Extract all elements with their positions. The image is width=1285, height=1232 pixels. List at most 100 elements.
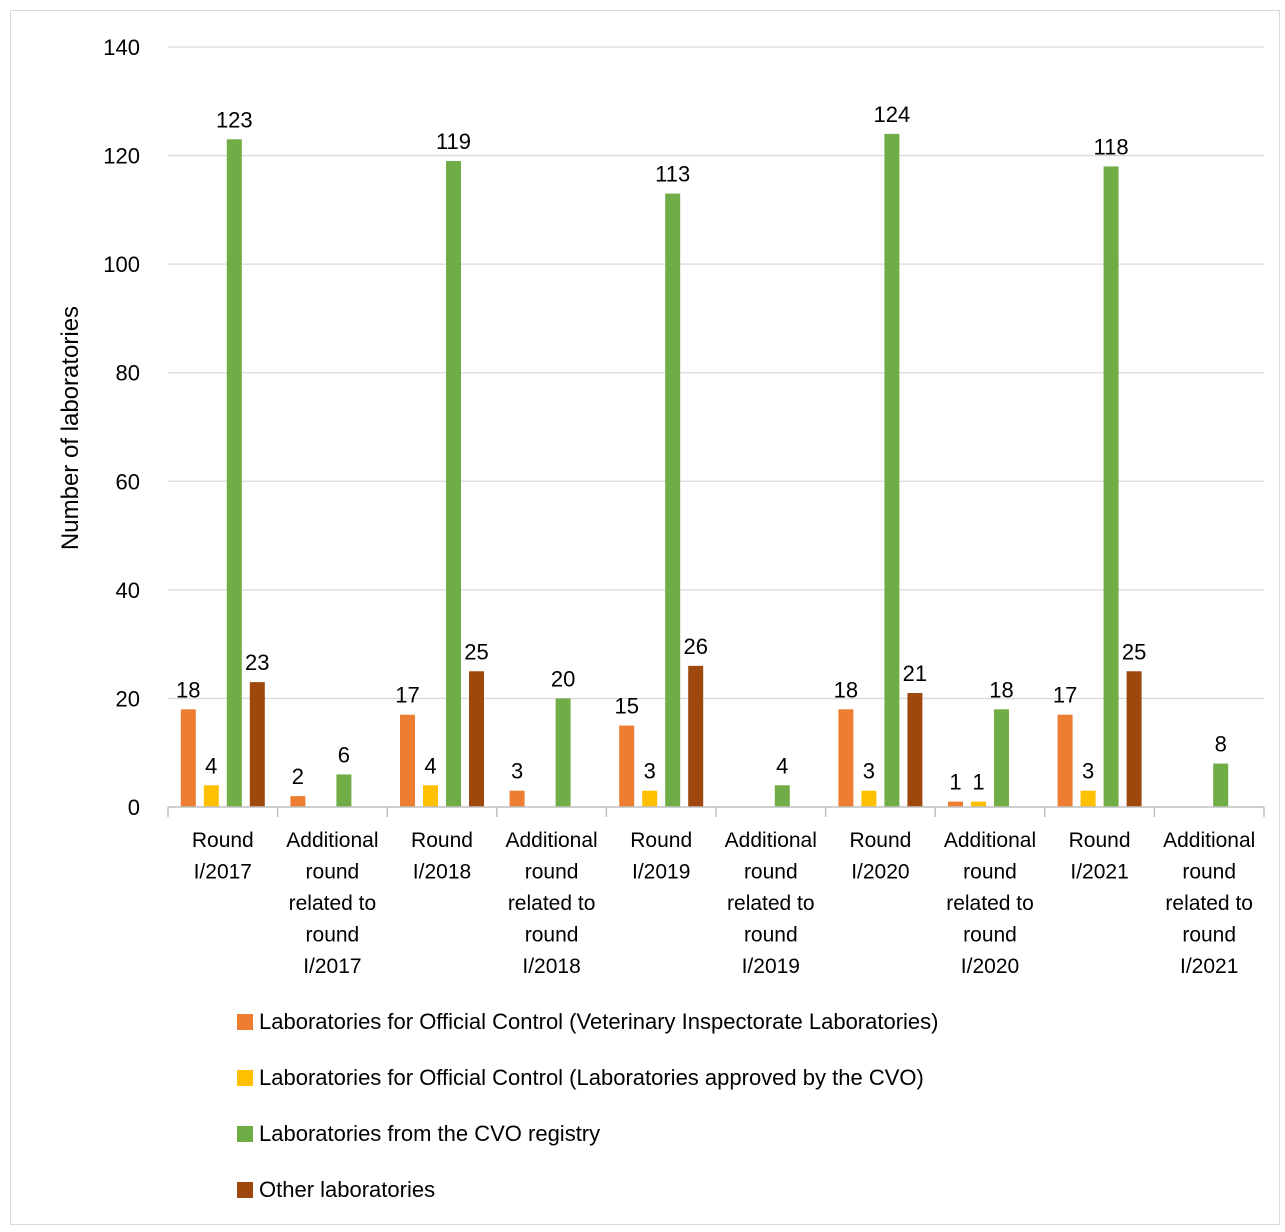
- data-label: 26: [683, 634, 707, 659]
- legend-label: Laboratories for Official Control (Veter…: [259, 1009, 939, 1034]
- category-label: round: [306, 861, 360, 884]
- bar: [1080, 790, 1096, 807]
- data-label: 119: [436, 129, 471, 154]
- legend-swatch: [237, 1014, 253, 1030]
- category-label: round: [525, 861, 579, 884]
- category-label: I/2020: [851, 861, 909, 884]
- category-label: I/2019: [742, 955, 800, 978]
- category-label: Additional: [505, 829, 597, 852]
- bar: [1126, 671, 1142, 807]
- bar: [861, 790, 877, 807]
- category-label: round: [963, 861, 1017, 884]
- bar: [971, 801, 986, 807]
- data-label: 8: [1215, 732, 1227, 757]
- y-axis-label: Number of laboratories: [57, 306, 84, 550]
- category-label: Round: [849, 829, 911, 852]
- category-label: round: [1182, 924, 1236, 947]
- y-tick-label: 40: [116, 578, 140, 603]
- data-label: 4: [424, 753, 436, 778]
- bar: [838, 709, 854, 807]
- category-label: I/2021: [1070, 861, 1128, 884]
- legend-swatch: [237, 1070, 253, 1086]
- bar: [1213, 763, 1229, 807]
- category-label: round: [744, 861, 798, 884]
- bar: [774, 785, 790, 807]
- category-labels: Round I/2017 Additional round related to roun…: [192, 829, 1255, 978]
- bar: [290, 796, 306, 807]
- data-label: 3: [1082, 759, 1094, 784]
- data-label: 15: [614, 694, 638, 719]
- chart-frame: [10, 10, 1280, 1225]
- bar: [469, 671, 484, 807]
- data-label: 123: [216, 107, 253, 132]
- bar: [180, 709, 196, 807]
- data-label: 4: [776, 753, 788, 778]
- bar: [619, 725, 635, 807]
- category-label: I/2017: [303, 955, 361, 978]
- y-tick-label: 80: [116, 361, 140, 386]
- data-label: 17: [395, 683, 419, 708]
- bar: [994, 709, 1009, 807]
- y-tick-label: 100: [103, 252, 140, 277]
- category-label: I/2018: [522, 955, 580, 978]
- category-label: Round: [1069, 829, 1131, 852]
- category-label: Round: [192, 829, 254, 852]
- legend-swatch: [237, 1126, 253, 1142]
- category-label: round: [1182, 861, 1236, 884]
- data-label: 3: [863, 759, 875, 784]
- category-label: round: [525, 924, 579, 947]
- data-label: 18: [834, 677, 858, 702]
- category-label: I/2020: [961, 955, 1019, 978]
- bar: [509, 790, 525, 807]
- legend-swatch: [237, 1182, 253, 1198]
- y-tick-label: 20: [116, 686, 140, 711]
- data-label: 20: [551, 666, 575, 691]
- legend-item: Laboratories from the CVO registry: [237, 1120, 939, 1148]
- data-label: 113: [655, 162, 690, 187]
- bars: [180, 133, 1229, 808]
- category-label: Additional: [1163, 829, 1255, 852]
- data-label: 17: [1053, 683, 1077, 708]
- data-label: 25: [464, 639, 488, 664]
- bar: [948, 801, 963, 807]
- data-label: 6: [338, 742, 350, 767]
- category-label: Round: [630, 829, 692, 852]
- data-label: 118: [1094, 134, 1129, 159]
- legend-label: Other laboratories: [259, 1177, 436, 1202]
- category-label: I/2021: [1180, 955, 1238, 978]
- bar: [203, 785, 219, 807]
- bar: [226, 139, 242, 808]
- category-label: related to: [1165, 892, 1253, 915]
- y-tick-label: 140: [103, 35, 140, 60]
- x-axis: [167, 806, 1265, 817]
- legend-item: Laboratories for Official Control (Veter…: [237, 1008, 939, 1036]
- data-label: 4: [205, 753, 217, 778]
- bar: [884, 133, 900, 807]
- category-label: related to: [946, 892, 1034, 915]
- y-axis-ticks: 0 20 40 60 80 100 120 140: [103, 35, 140, 820]
- bar: [665, 193, 681, 808]
- data-label: 18: [989, 677, 1013, 702]
- legend-label: Laboratories from the CVO registry: [259, 1121, 601, 1146]
- legend: Laboratories for Official Control (Veter…: [237, 1008, 939, 1232]
- data-label: 21: [903, 661, 927, 686]
- bar: [1057, 714, 1073, 807]
- category-label: I/2018: [413, 861, 471, 884]
- bar: [1103, 166, 1119, 807]
- data-label: 124: [874, 102, 911, 127]
- data-label: 1: [949, 770, 961, 795]
- data-label: 3: [511, 759, 523, 784]
- bar: [688, 665, 704, 807]
- category-label: I/2017: [194, 861, 252, 884]
- bar: [249, 682, 265, 807]
- category-label: Additional: [725, 829, 817, 852]
- bar-chart: 0 20 40 60 80 100 120 140 18 2 17 3 15 18 1 17 4 4 3 3 1 3 12…: [57, 35, 1265, 978]
- data-labels: 18 2 17 3 15 18 1 17 4 4 3 3 1 3 123 6 119 20 113 4 124 18 118…: [176, 102, 1227, 795]
- category-label: related to: [727, 892, 815, 915]
- category-label: Additional: [944, 829, 1036, 852]
- legend-item: Other laboratories: [237, 1176, 939, 1204]
- category-label: Additional: [286, 829, 378, 852]
- data-label: 23: [245, 650, 269, 675]
- legend-label: Laboratories for Official Control (Labor…: [259, 1065, 924, 1090]
- bar: [446, 161, 461, 807]
